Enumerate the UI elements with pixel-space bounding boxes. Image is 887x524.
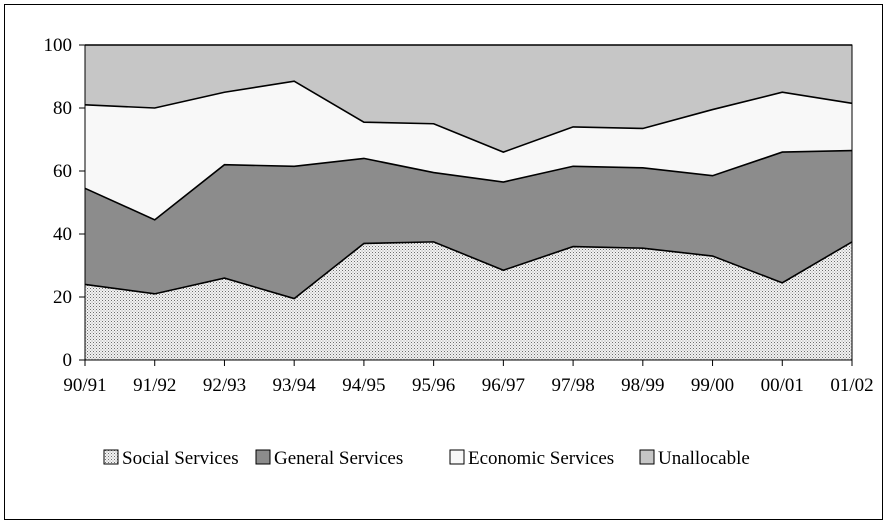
area-economic-services bbox=[85, 81, 852, 220]
legend-swatch-unallocable bbox=[639, 449, 655, 465]
x-tick-labels: 90/91 91/92 92/93 93/94 94/95 95/96 96/97 97/98… bbox=[63, 375, 873, 396]
y-tick-label: 20 bbox=[53, 287, 72, 308]
y-tick-label: 100 bbox=[44, 35, 73, 56]
line-general-services bbox=[84, 149, 853, 221]
legend: Social Services General Services Economic … bbox=[103, 448, 750, 469]
legend-swatch-social-services bbox=[103, 449, 119, 465]
legend-label-general-services: General Services bbox=[274, 448, 403, 469]
plot-border bbox=[84, 44, 853, 361]
x-tick-label: 92/93 bbox=[203, 375, 246, 396]
y-tick-labels: 0 20 40 60 80 100 bbox=[44, 35, 73, 371]
x-tick-label: 97/98 bbox=[551, 375, 594, 396]
x-tick-label: 98/99 bbox=[621, 375, 664, 396]
area-social-services bbox=[85, 241, 852, 360]
x-tick-label: 01/02 bbox=[830, 375, 873, 396]
x-tick-label: 95/96 bbox=[412, 375, 455, 396]
legend-label-social-services: Social Services bbox=[122, 448, 239, 469]
x-tick-label: 99/00 bbox=[691, 375, 734, 396]
legend-label-economic-services: Economic Services bbox=[468, 448, 614, 469]
line-social-services bbox=[84, 241, 853, 300]
y-tick-label: 0 bbox=[63, 350, 73, 371]
axes bbox=[79, 44, 853, 366]
x-tick-label: 94/95 bbox=[342, 375, 385, 396]
x-tick-label: 93/94 bbox=[273, 375, 317, 396]
x-tick-label: 91/92 bbox=[133, 375, 176, 396]
line-economic-services bbox=[84, 80, 853, 153]
legend-swatch-economic-services bbox=[449, 449, 465, 465]
area-layers bbox=[84, 44, 853, 360]
y-tick-label: 60 bbox=[53, 161, 72, 182]
area-unallocable bbox=[85, 45, 852, 153]
x-tick-label: 00/01 bbox=[761, 375, 804, 396]
area-general-services bbox=[85, 150, 852, 299]
legend-swatch-general-services bbox=[255, 449, 271, 465]
x-tick-label: 90/91 bbox=[63, 375, 106, 396]
legend-label-unallocable: Unallocable bbox=[658, 448, 750, 469]
x-tick-label: 96/97 bbox=[482, 375, 525, 396]
y-tick-label: 80 bbox=[53, 98, 72, 119]
y-tick-label: 40 bbox=[53, 224, 72, 245]
